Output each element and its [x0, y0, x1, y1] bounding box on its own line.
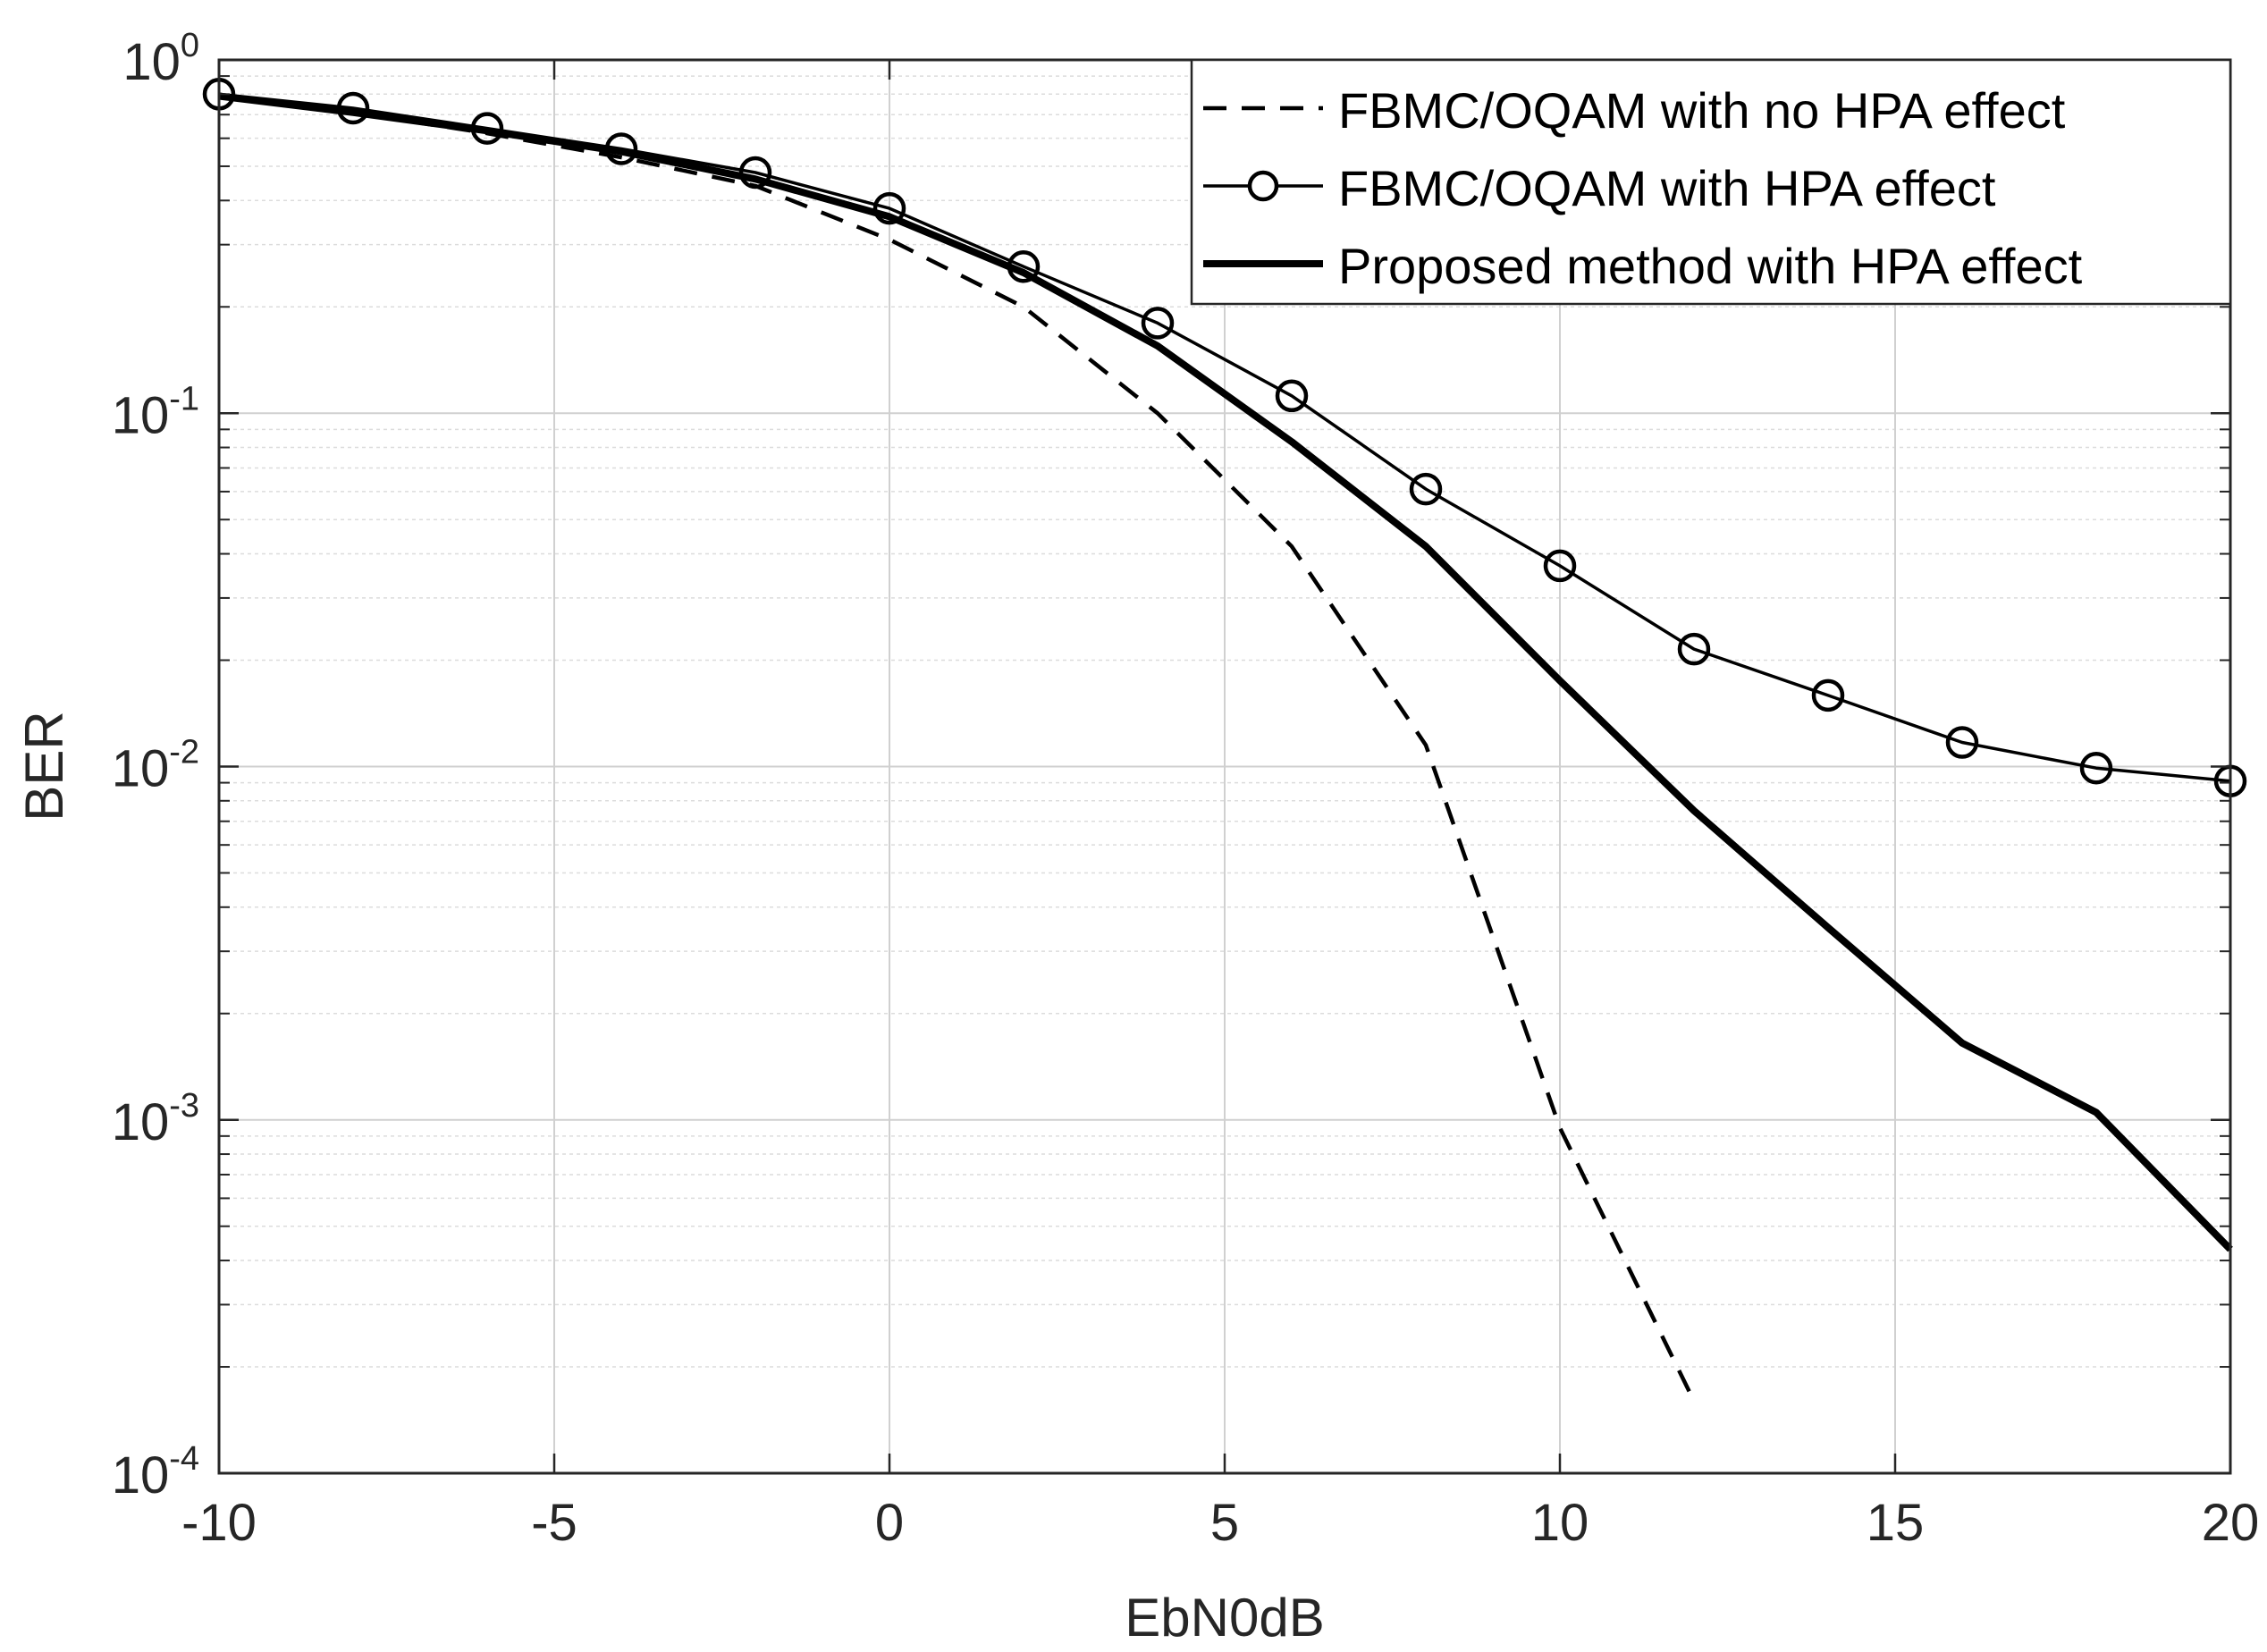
data-point: [1543, 549, 1577, 583]
legend-box: [1190, 58, 2232, 306]
data-point: [872, 191, 906, 225]
x-tick-label: 20: [2202, 1494, 2260, 1552]
x-tick-label: -10: [181, 1494, 257, 1552]
data-point: [1677, 632, 1711, 666]
data-point: [1409, 472, 1443, 506]
legend-swatch-marker: [1247, 170, 1279, 202]
data-point: [2079, 751, 2113, 785]
legend-label: FBMC/OQAM with no HPA effect: [1338, 82, 2066, 139]
x-tick-label: -5: [531, 1494, 577, 1552]
series-layer: [202, 78, 2247, 1403]
data-point: [1811, 678, 1845, 712]
y-tick-label: 100: [122, 27, 199, 91]
x-tick-label: 10: [1531, 1494, 1589, 1552]
x-axis-label: EbN0dB: [1125, 1588, 1324, 1648]
y-tick-label: 10-2: [112, 734, 199, 798]
legend: FBMC/OQAM with no HPA effect FBMC/OQAM wi…: [1190, 58, 2232, 306]
x-tick-label: 0: [875, 1494, 904, 1552]
data-point: [1945, 726, 1979, 759]
y-tick-label: 10-3: [112, 1087, 199, 1151]
data-point: [1275, 379, 1309, 413]
x-tick-label: 5: [1210, 1494, 1239, 1552]
legend-label: Proposed method with HPA effect: [1338, 238, 2083, 294]
y-axis-label: BER: [14, 711, 74, 821]
data-point: [1141, 307, 1175, 340]
y-tick-labels: 10-4 10-3 10-2 10-1 100: [112, 27, 199, 1504]
x-tick-labels: -10 -5 0 5 10 15 20: [181, 1494, 2259, 1552]
series-line: [218, 92, 2233, 1252]
series-3: [218, 92, 2233, 1252]
y-tick-label: 10-1: [112, 380, 199, 444]
x-tick-label: 15: [1867, 1494, 1925, 1552]
legend-label: FBMC/OQAM with HPA effect: [1338, 160, 1996, 216]
y-tick-label: 10-4: [112, 1440, 199, 1504]
